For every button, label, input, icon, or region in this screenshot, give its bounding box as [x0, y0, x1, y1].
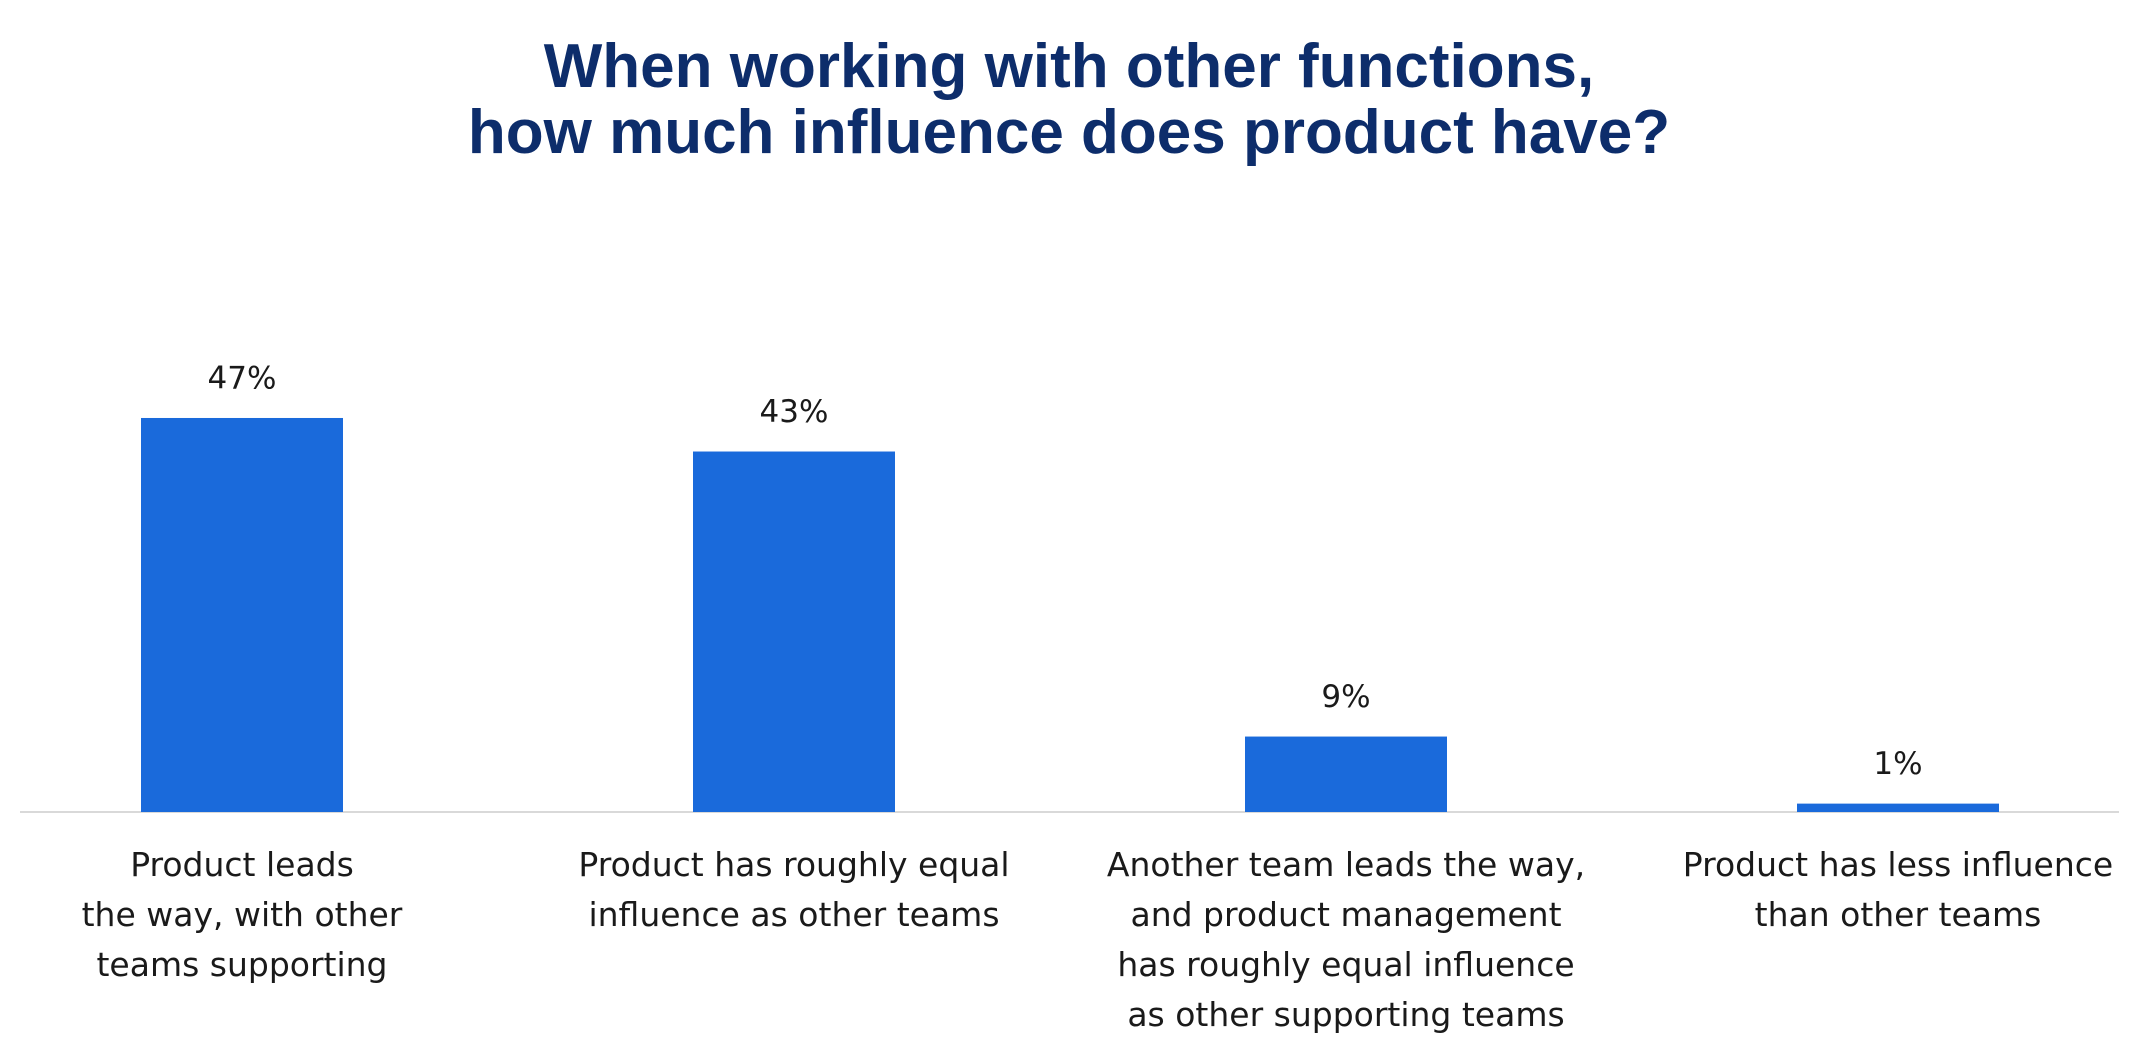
x-tick-label: Another team leads the way, and product m… [1107, 845, 1585, 1034]
value-label: 9% [1321, 679, 1370, 715]
bar [1797, 803, 1999, 812]
x-tick-label: Product leads the way, with other teams su… [82, 845, 403, 984]
bar [693, 451, 895, 812]
value-label: 47% [208, 360, 277, 396]
bar [141, 417, 343, 812]
value-label: 1% [1873, 746, 1922, 782]
x-tick-label: Product has roughly equal influence as ot… [578, 845, 1009, 934]
chart-title: When working with other functions, how mu… [468, 32, 1670, 167]
bar [1245, 736, 1447, 812]
x-tick-label: Product has less influence than other tea… [1683, 845, 2113, 934]
value-label: 43% [760, 394, 829, 430]
